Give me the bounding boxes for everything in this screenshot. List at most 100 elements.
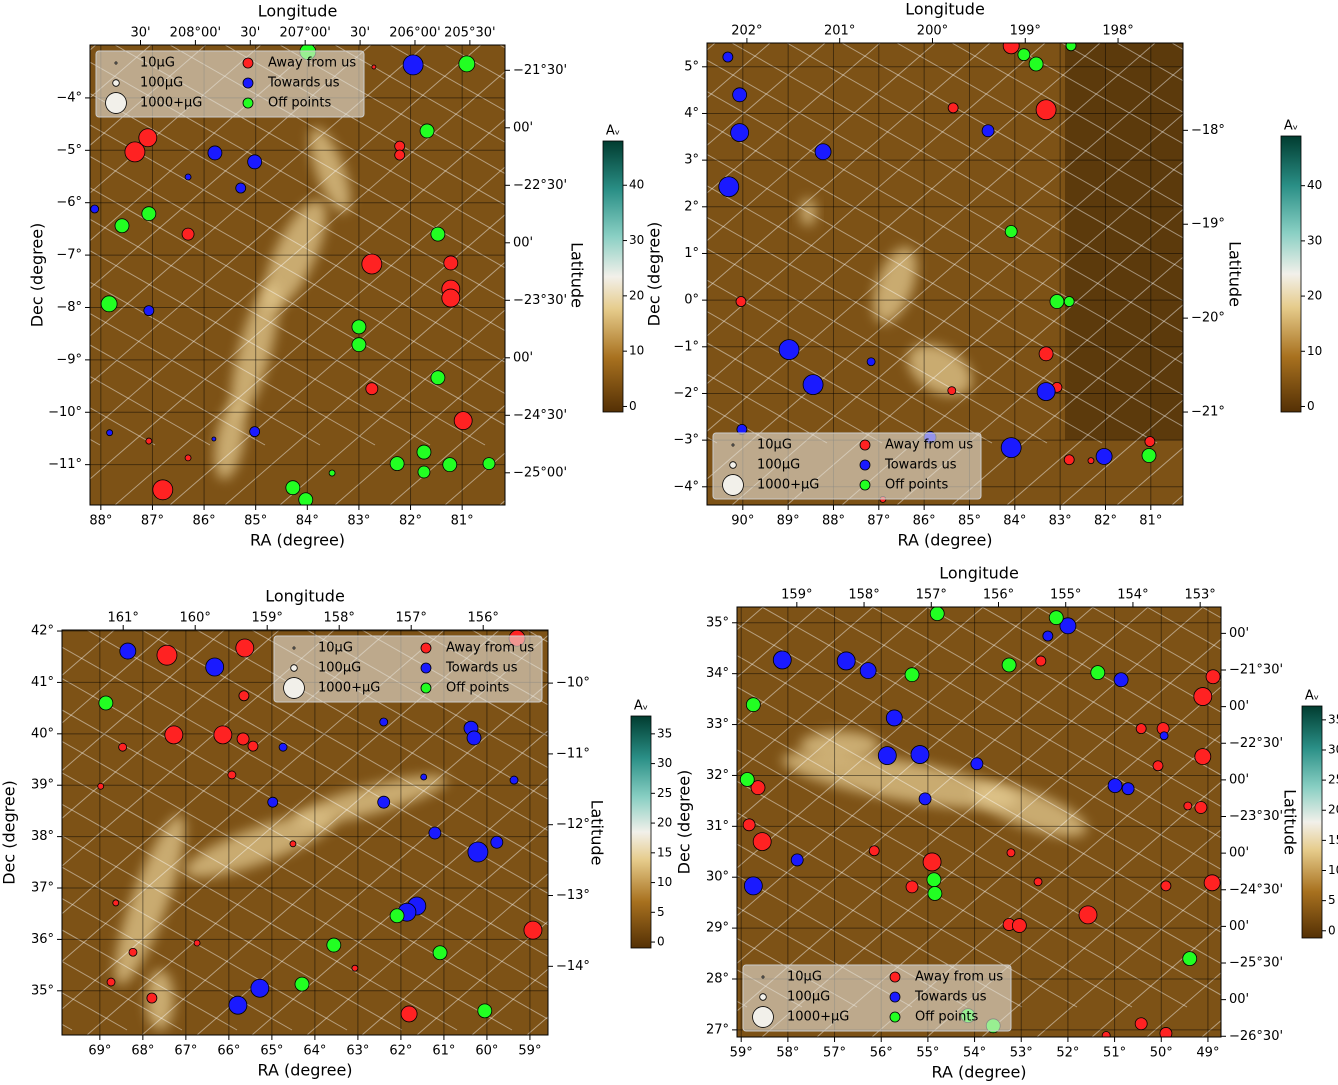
legend-label: Off points bbox=[885, 478, 948, 493]
x-tick-label: 55° bbox=[916, 1046, 939, 1061]
x2-tick-label: 198° bbox=[1102, 24, 1133, 39]
data-point bbox=[247, 154, 263, 170]
graticule bbox=[707, 185, 1158, 444]
data-point bbox=[267, 796, 279, 808]
data-point bbox=[400, 1005, 418, 1023]
y-tick-label: −4° bbox=[673, 479, 699, 494]
graticule bbox=[62, 929, 238, 1031]
data-point bbox=[1063, 296, 1075, 307]
legend-size-label: 100μG bbox=[757, 458, 800, 473]
data-point bbox=[143, 305, 155, 317]
legend-size-marker bbox=[290, 664, 298, 672]
colorbar-tick-label: 35 bbox=[657, 726, 672, 740]
graticule bbox=[707, 43, 1101, 385]
y2-tick-label: −25°30' bbox=[1229, 956, 1283, 971]
colorbar-tick-label: 0 bbox=[1328, 923, 1336, 937]
data-point bbox=[441, 288, 461, 308]
data-point bbox=[730, 123, 750, 143]
x-tick-label: 52° bbox=[1056, 1046, 1079, 1061]
legend-box bbox=[95, 50, 365, 118]
x-tick-label: 57° bbox=[823, 1046, 846, 1061]
data-point bbox=[718, 176, 740, 198]
data-point bbox=[904, 667, 920, 683]
data-point bbox=[235, 638, 255, 658]
graticule bbox=[62, 835, 403, 1031]
y-tick-label: −1° bbox=[673, 339, 699, 354]
x2-tick-label: 159° bbox=[252, 611, 283, 626]
data-point bbox=[1159, 1027, 1173, 1037]
y2-tick-label: −22°30' bbox=[513, 178, 567, 193]
colorbar-tick-label: 40 bbox=[629, 178, 644, 192]
y2-tick-label: −24°30' bbox=[513, 408, 567, 423]
data-point bbox=[228, 995, 248, 1015]
graticule bbox=[926, 781, 1221, 1037]
y-tick-label: 1° bbox=[684, 246, 699, 261]
legend-marker bbox=[420, 682, 432, 694]
data-point bbox=[905, 880, 919, 894]
data-point bbox=[247, 740, 259, 752]
legend-size-marker bbox=[731, 443, 735, 447]
legend-box bbox=[712, 432, 982, 500]
x2-tick-label: 155° bbox=[1050, 588, 1081, 603]
colorbar-tick-label: 30 bbox=[657, 756, 672, 770]
y-tick-label: 34° bbox=[706, 666, 729, 681]
legend-box bbox=[742, 964, 1012, 1032]
data-point bbox=[298, 492, 314, 505]
graticule bbox=[251, 777, 548, 1035]
y2-tick-label: −21° bbox=[1191, 405, 1225, 420]
data-point bbox=[1144, 436, 1156, 447]
graticule bbox=[1061, 43, 1183, 113]
legend-marker bbox=[420, 662, 432, 674]
colorbar-label: Aᵥ bbox=[1284, 119, 1298, 134]
x-tick-label: 90° bbox=[731, 514, 754, 529]
x2-tick-label: 159° bbox=[781, 588, 812, 603]
x-axis-label: RA (degree) bbox=[257, 1061, 352, 1080]
x2-tick-label: 160° bbox=[180, 611, 211, 626]
data-point bbox=[326, 937, 342, 953]
graticule bbox=[169, 214, 505, 505]
panel: 88° 87° 86° 85° 84° 83° 82° 81° −4° −5° −6° −7° −8° −… bbox=[28, 2, 645, 550]
x2-tick-label: 158° bbox=[324, 611, 355, 626]
colorbar-tick-label: 20 bbox=[1307, 289, 1322, 303]
data-point bbox=[285, 480, 301, 496]
data-point bbox=[859, 662, 877, 680]
filament bbox=[781, 751, 1019, 809]
x2-tick-label: 30' bbox=[130, 26, 150, 41]
y-tick-label: −8° bbox=[56, 300, 82, 315]
x2-axis-label: Longitude bbox=[265, 587, 345, 606]
x2-tick-label: 153° bbox=[1184, 588, 1215, 603]
graticule bbox=[737, 607, 1149, 964]
legend-size-label: 100μG bbox=[318, 661, 361, 676]
legend-marker bbox=[859, 439, 871, 451]
x-tick-label: 59° bbox=[730, 1046, 753, 1061]
graticule bbox=[279, 309, 505, 505]
y-axis-label: Dec (degree) bbox=[28, 223, 47, 328]
y2-tick-label: −18° bbox=[1191, 123, 1225, 138]
data-point bbox=[119, 642, 137, 660]
graticule bbox=[816, 686, 1221, 1037]
y-tick-label: 27° bbox=[706, 1022, 729, 1037]
y-tick-label: −7° bbox=[56, 248, 82, 263]
x-tick-label: 86° bbox=[913, 514, 936, 529]
y-axis-label: Dec (degree) bbox=[0, 780, 19, 885]
legend-size-marker bbox=[292, 646, 296, 650]
y-tick-label: 36° bbox=[31, 932, 54, 947]
legend-size-marker bbox=[283, 677, 305, 699]
data-point bbox=[430, 226, 446, 242]
data-point bbox=[128, 947, 138, 957]
legend-size-marker bbox=[105, 92, 127, 114]
filament bbox=[800, 731, 880, 759]
graticule bbox=[896, 256, 1183, 505]
map-edge bbox=[1065, 43, 1183, 440]
data-point bbox=[90, 204, 100, 214]
data-point bbox=[1095, 448, 1113, 465]
x2-axis-label: Longitude bbox=[258, 2, 338, 21]
axes-frame bbox=[736, 606, 1222, 1038]
x2-tick-label: 199° bbox=[1010, 24, 1041, 39]
y2-tick-label: −11° bbox=[556, 746, 590, 761]
graticule bbox=[114, 166, 505, 505]
data-point bbox=[419, 123, 435, 139]
colorbar-tick-label: 30 bbox=[629, 233, 644, 247]
data-point bbox=[146, 992, 158, 1004]
